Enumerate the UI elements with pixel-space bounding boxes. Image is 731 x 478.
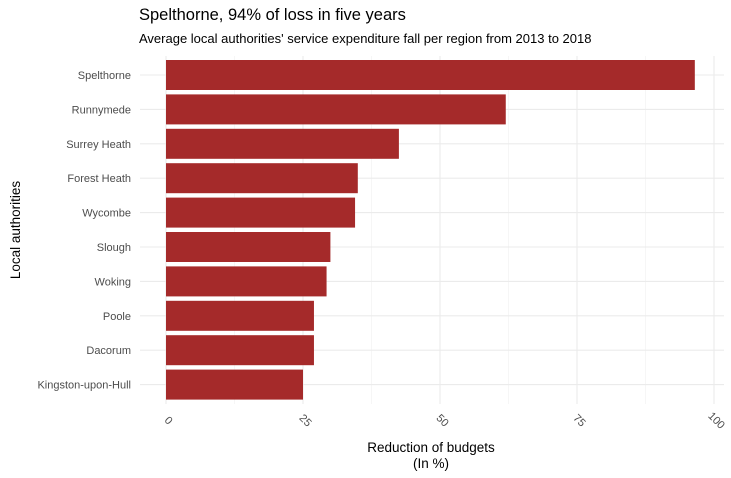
category-label: Poole bbox=[103, 311, 131, 323]
x-tick-label: 0 bbox=[162, 414, 175, 427]
chart-title: Spelthorne, 94% of loss in five years bbox=[139, 6, 406, 24]
bar-kingston-upon-hull bbox=[166, 369, 303, 400]
category-label: Woking bbox=[95, 276, 131, 288]
bar-surrey-heath bbox=[166, 128, 399, 159]
bar-woking bbox=[166, 266, 327, 297]
bar-spelthorne bbox=[166, 60, 695, 90]
y-axis-title: Local authorities bbox=[8, 181, 23, 280]
category-label: Slough bbox=[97, 242, 131, 254]
x-tick-labels: 0 25 50 75 100 bbox=[162, 410, 727, 431]
bar-poole bbox=[166, 300, 314, 331]
x-tick-label: 50 bbox=[434, 412, 451, 429]
x-axis-title-line1: Reduction of budgets bbox=[367, 440, 495, 455]
bar-forest-heath bbox=[166, 163, 358, 194]
category-label: Runnymede bbox=[72, 104, 131, 116]
category-label: Dacorum bbox=[86, 345, 131, 357]
bar-wycombe bbox=[166, 197, 356, 228]
x-axis-title-line2: (In %) bbox=[413, 456, 449, 471]
bar-dacorum bbox=[166, 335, 314, 366]
category-label: Surrey Heath bbox=[66, 139, 131, 151]
bar-slough bbox=[166, 232, 331, 262]
x-tick-label: 75 bbox=[571, 412, 588, 429]
x-tick-label: 100 bbox=[705, 410, 726, 431]
category-label: Spelthorne bbox=[78, 70, 131, 82]
chart-subtitle: Average local authorities' service expen… bbox=[139, 31, 592, 46]
category-label: Wycombe bbox=[82, 208, 131, 220]
category-labels: Spelthorne Runnymede Surrey Heath Forest He… bbox=[37, 70, 131, 392]
bars bbox=[166, 60, 695, 400]
category-label: Forest Heath bbox=[67, 173, 131, 185]
category-label: Kingston-upon-Hull bbox=[37, 380, 131, 392]
x-tick-label: 25 bbox=[297, 412, 314, 429]
bar-runnymede bbox=[166, 94, 506, 125]
